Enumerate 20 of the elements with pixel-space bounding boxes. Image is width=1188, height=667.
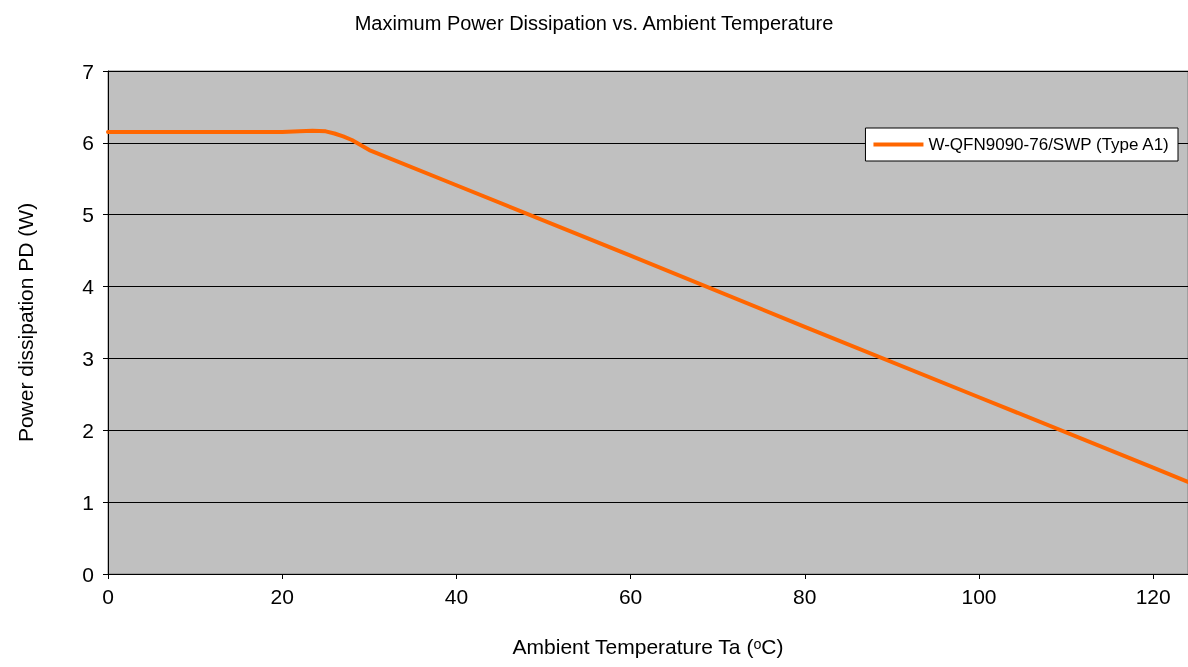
x-tick-label: 20 <box>270 585 294 608</box>
x-axis-title: Ambient Temperature Ta (ᵒC) <box>512 635 784 658</box>
legend-label: W-QFN9090-76/SWP (Type A1) <box>928 135 1169 154</box>
y-axis-title: Power dissipation PD (W) <box>14 202 37 443</box>
y-tick-label: 1 <box>82 490 94 514</box>
x-tick-label: 80 <box>793 585 817 608</box>
y-tick-label: 0 <box>82 562 94 586</box>
y-tick-label: 5 <box>82 203 94 227</box>
y-tick-label: 6 <box>82 131 94 155</box>
x-tick-label: 100 <box>961 585 997 608</box>
x-tick-label: 60 <box>618 585 643 608</box>
chart-title: Maximum Power Dissipation vs. Ambient Temperature <box>354 12 834 34</box>
x-tick-label: 120 <box>1135 585 1171 608</box>
y-tick-label: 3 <box>82 346 94 370</box>
x-tick-label: 40 <box>444 585 469 608</box>
line-series <box>106 128 1188 485</box>
y-tick-label: 7 <box>82 59 94 83</box>
y-tick-label: 2 <box>82 418 94 442</box>
y-tick-label: 4 <box>82 275 95 299</box>
x-tick-label: 0 <box>102 585 114 608</box>
